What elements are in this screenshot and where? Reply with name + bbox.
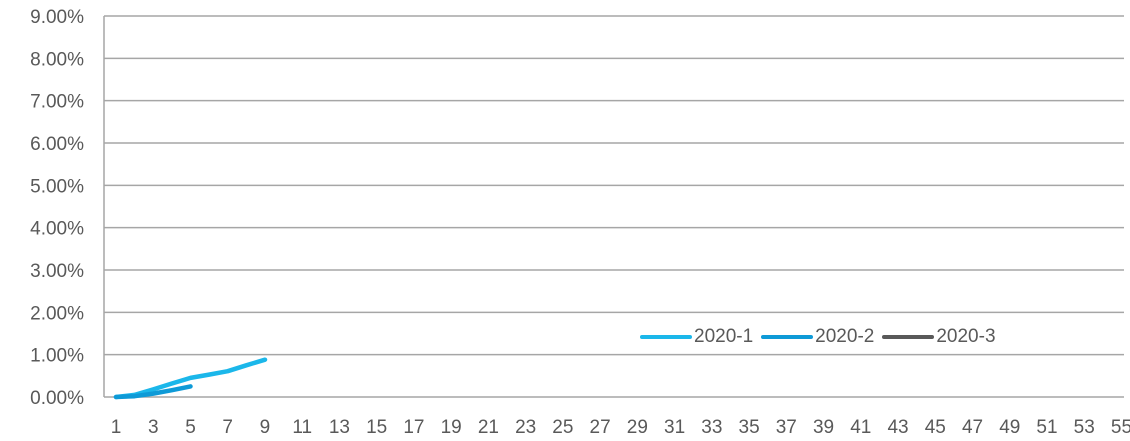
legend-swatch [640,335,692,339]
x-tick-label: 33 [701,417,722,438]
x-tick-label: 39 [813,417,834,438]
legend-item: 2020-3 [882,326,996,348]
x-tick-label: 19 [441,417,462,438]
x-tick-label: 11 [292,417,312,438]
x-tick-label: 21 [478,417,499,438]
series-line-2020-1 [113,357,268,400]
x-tick-label: 41 [850,417,871,438]
x-tick-label: 15 [366,417,387,438]
grid-lines [104,15,1124,398]
y-tick-label: 6.00% [30,134,84,155]
x-tick-label: 9 [260,417,271,438]
legend-item: 2020-2 [761,326,874,348]
x-tick-label: 31 [664,417,685,438]
y-tick-label: 4.00% [30,219,84,240]
y-tick-label: 8.00% [30,49,84,70]
x-axis-tick-labels: 1 3 5 7 9 11 13 15 17 19 21 23 25 27 29 31 33 35 37 39 41 43 4… [111,417,1130,438]
x-tick-label: 13 [329,417,350,438]
x-tick-label: 3 [148,417,159,438]
x-tick-label: 29 [627,417,648,438]
x-tick-label: 53 [1074,417,1095,438]
series-line-2020-2 [113,384,193,400]
x-tick-label: 43 [887,417,908,438]
x-tick-label: 7 [222,417,233,438]
x-tick-label: 27 [590,417,611,438]
x-tick-label: 35 [739,417,760,438]
y-axis-tick-labels: 0.00% 1.00% 2.00% 3.00% 4.00% 5.00% 6.00% 7.00%… [30,7,84,409]
x-tick-label: 23 [515,417,536,438]
legend-label: 2020-1 [694,326,754,347]
legend: 2020-1 2020-2 2020-3 [640,326,996,348]
legend-label: 2020-2 [815,326,875,347]
x-tick-label: 55 [1111,417,1130,438]
x-tick-label: 45 [925,417,946,438]
x-tick-label: 49 [999,417,1020,438]
x-tick-label: 25 [552,417,573,438]
x-tick-label: 47 [962,417,983,438]
y-tick-label: 1.00% [30,346,84,367]
x-tick-label: 37 [776,417,797,438]
legend-swatch [882,335,935,339]
x-tick-label: 17 [403,417,424,438]
y-tick-label: 0.00% [30,388,84,409]
legend-swatch [761,335,814,339]
y-tick-label: 7.00% [30,92,84,113]
legend-label: 2020-3 [936,326,996,347]
y-tick-label: 3.00% [30,261,84,282]
legend-item: 2020-1 [640,326,753,348]
series-lines [113,357,268,400]
x-tick-label: 1 [111,417,122,438]
y-tick-label: 2.00% [30,303,84,324]
y-tick-label: 9.00% [30,7,84,28]
x-tick-label: 51 [1036,417,1057,438]
y-tick-label: 5.00% [30,176,84,197]
x-tick-label: 5 [185,417,196,438]
